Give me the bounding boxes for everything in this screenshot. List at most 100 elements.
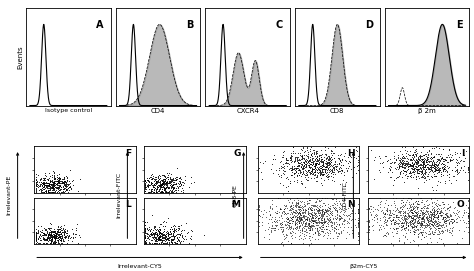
- Point: [404, 164, 412, 169]
- Point: [460, 210, 467, 215]
- Point: [54, 176, 62, 180]
- Point: [370, 228, 377, 232]
- Point: [60, 181, 68, 185]
- Point: [336, 158, 344, 163]
- Point: [417, 175, 425, 179]
- Point: [303, 153, 310, 158]
- Point: [429, 206, 437, 211]
- Point: [328, 225, 336, 229]
- Point: [68, 238, 76, 243]
- Point: [146, 183, 154, 187]
- Point: [54, 179, 62, 183]
- Point: [275, 173, 283, 178]
- Point: [417, 221, 425, 225]
- Point: [49, 234, 56, 238]
- Point: [330, 228, 338, 233]
- Point: [286, 204, 294, 209]
- Point: [430, 221, 438, 225]
- Point: [151, 182, 158, 187]
- Point: [291, 159, 299, 164]
- Point: [310, 219, 317, 223]
- Point: [61, 188, 69, 193]
- Point: [330, 225, 337, 230]
- Point: [294, 211, 301, 215]
- Point: [302, 165, 310, 170]
- Point: [328, 227, 335, 231]
- Point: [401, 155, 408, 160]
- Point: [315, 223, 322, 227]
- Point: [314, 161, 321, 165]
- Point: [355, 220, 362, 224]
- Point: [44, 234, 52, 238]
- Point: [434, 218, 442, 223]
- Point: [67, 186, 75, 190]
- Point: [151, 232, 159, 236]
- Point: [161, 224, 168, 229]
- Point: [326, 228, 333, 232]
- Point: [296, 210, 303, 214]
- Point: [309, 206, 316, 210]
- Point: [146, 241, 154, 246]
- Point: [158, 181, 166, 185]
- Point: [344, 218, 351, 223]
- Point: [443, 211, 451, 215]
- Point: [411, 213, 419, 218]
- Point: [447, 154, 455, 159]
- Point: [340, 204, 348, 209]
- Point: [166, 235, 173, 240]
- Point: [301, 210, 309, 214]
- Point: [417, 231, 424, 235]
- Point: [52, 230, 59, 235]
- Point: [465, 219, 472, 224]
- Point: [425, 214, 432, 218]
- Point: [305, 161, 312, 165]
- Point: [437, 210, 444, 215]
- Point: [155, 228, 162, 233]
- Point: [432, 164, 439, 168]
- Point: [327, 209, 335, 214]
- Point: [294, 151, 301, 155]
- Point: [408, 216, 416, 221]
- Point: [418, 167, 426, 172]
- Point: [159, 185, 166, 189]
- Point: [283, 231, 290, 236]
- Point: [166, 175, 173, 179]
- Point: [64, 187, 71, 192]
- Point: [147, 232, 155, 237]
- Point: [442, 155, 450, 159]
- Point: [156, 186, 164, 191]
- Point: [293, 173, 301, 178]
- Point: [173, 236, 181, 240]
- Point: [371, 176, 378, 181]
- Point: [404, 167, 412, 171]
- Point: [330, 170, 338, 174]
- Point: [420, 223, 428, 227]
- Point: [337, 228, 344, 233]
- Point: [54, 233, 62, 237]
- Point: [434, 162, 442, 167]
- Point: [365, 220, 373, 224]
- Point: [165, 185, 173, 189]
- Point: [296, 211, 303, 215]
- Point: [406, 174, 414, 178]
- Point: [422, 160, 430, 164]
- Point: [410, 164, 417, 169]
- Point: [438, 161, 446, 165]
- Point: [297, 215, 305, 219]
- Point: [427, 216, 435, 220]
- Point: [409, 221, 416, 225]
- Point: [163, 180, 171, 184]
- Point: [417, 217, 425, 222]
- Point: [395, 174, 403, 178]
- Point: [44, 183, 52, 187]
- Point: [310, 151, 318, 156]
- Point: [187, 181, 195, 185]
- Point: [409, 157, 417, 161]
- Point: [398, 207, 406, 211]
- Point: [326, 162, 333, 166]
- Point: [395, 215, 403, 220]
- Point: [49, 182, 57, 186]
- Point: [322, 227, 330, 231]
- Point: [283, 158, 290, 162]
- Point: [161, 179, 168, 183]
